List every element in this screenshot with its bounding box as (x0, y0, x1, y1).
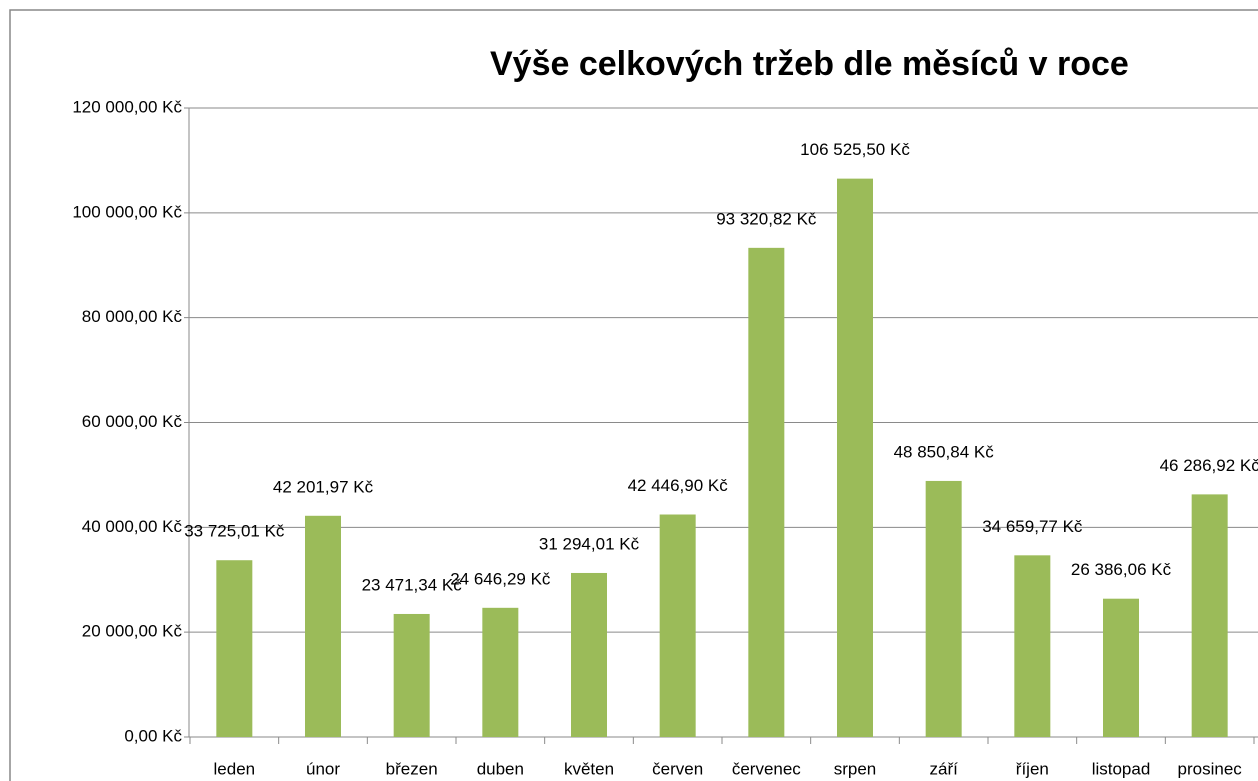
data-label: 46 286,92 Kč (1160, 456, 1258, 475)
bar (305, 515, 341, 737)
y-tick-label: 80 000,00 Kč (82, 307, 183, 326)
chart-frame (9, 9, 1258, 781)
x-tick-label: únor (306, 759, 340, 778)
data-label: 31 294,01 Kč (539, 534, 640, 553)
x-tick-label: srpen (834, 759, 877, 778)
y-tick-label: 120 000,00 Kč (72, 97, 182, 116)
x-tick-label: září (929, 759, 958, 778)
x-tick-label: červenec (732, 759, 801, 778)
y-tick-label: 20 000,00 Kč (82, 622, 183, 641)
bar (925, 480, 962, 737)
y-tick-label: 0,00 Kč (124, 726, 182, 745)
bar (748, 247, 785, 737)
bar (393, 613, 430, 737)
x-tick-label: březen (386, 759, 438, 778)
data-label: 26 386,06 Kč (1071, 560, 1172, 579)
x-tick-label: říjen (1016, 759, 1049, 778)
y-tick-label: 40 000,00 Kč (82, 517, 183, 536)
data-label: 24 646,29 Kč (450, 569, 551, 588)
x-tick-label: červen (652, 759, 703, 778)
x-tick-label: listopad (1092, 759, 1151, 778)
y-tick-label: 60 000,00 Kč (82, 412, 183, 431)
bar (837, 178, 873, 737)
bar (659, 514, 696, 737)
data-label: 33 725,01 Kč (184, 522, 285, 541)
data-label: 42 446,90 Kč (628, 476, 729, 495)
bar (216, 560, 253, 737)
x-tick-label: leden (214, 759, 256, 778)
bar (571, 572, 607, 737)
data-label: 106 525,50 Kč (800, 140, 910, 159)
data-label: 23 471,34 Kč (362, 575, 463, 594)
bar (1191, 494, 1228, 737)
data-label: 93 320,82 Kč (716, 209, 817, 228)
y-tick-label: 100 000,00 Kč (72, 202, 182, 221)
data-label: 48 850,84 Kč (894, 442, 995, 461)
bar (482, 607, 519, 737)
x-tick-label: duben (477, 759, 524, 778)
bar (1103, 598, 1139, 737)
bar (1014, 555, 1051, 737)
x-tick-label: květen (564, 759, 614, 778)
data-label: 34 659,77 Kč (982, 517, 1083, 536)
data-label: 42 201,97 Kč (273, 477, 374, 496)
x-tick-label: prosinec (1178, 759, 1243, 778)
chart-title: Výše celkových tržeb dle měsíců v roce (490, 45, 1129, 83)
